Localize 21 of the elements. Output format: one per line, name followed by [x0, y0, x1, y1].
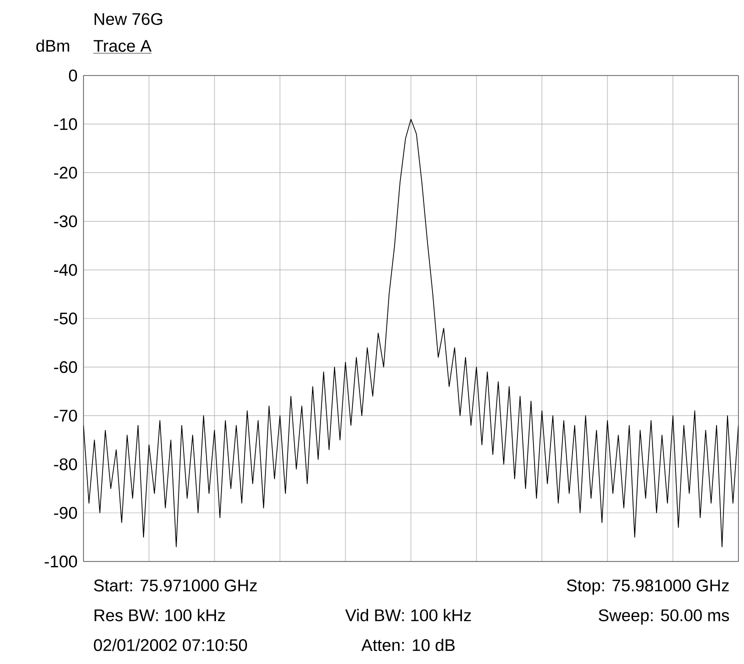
y-tick-label: -90: [54, 507, 78, 519]
text: Stop: 75.981000 GHz: [566, 580, 729, 595]
y-tick-label: -30: [54, 215, 78, 228]
y-tick-label: -100: [44, 556, 78, 568]
y-tick-label: -60: [54, 361, 78, 374]
text: Res BW: 100 kHz: [94, 609, 225, 622]
chart-title: New 76G: [94, 13, 162, 26]
text: Sweep: 50.00 ms: [598, 609, 729, 625]
text: 02/01/2002 07:10:50: [94, 638, 248, 652]
y-axis-title: dBm: [36, 40, 70, 52]
y-tick-label: -20: [54, 166, 78, 179]
y-tick-label: -10: [54, 118, 78, 130]
y-tick-label: -70: [54, 410, 78, 422]
text: Atten: 10 dB: [361, 638, 455, 652]
y-tick-label: 0: [68, 70, 78, 82]
y-tick-label: -50: [54, 312, 78, 325]
text: Vid BW: 100 kHz: [345, 609, 471, 622]
y-tick-label: -80: [54, 458, 78, 470]
chart-subtitle: Trace A: [94, 40, 152, 52]
text: Start: 75.971000 GHz: [94, 580, 257, 592]
y-tick-label: -40: [54, 264, 78, 276]
